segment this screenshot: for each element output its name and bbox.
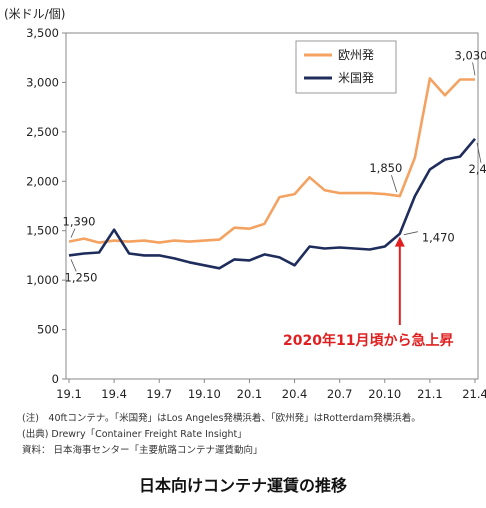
data-label: 1,250 — [65, 270, 98, 284]
annotation: 2020年11月頃から急上昇 — [283, 236, 453, 349]
data-label-leader — [70, 228, 76, 238]
legend-label: 欧州発 — [338, 48, 374, 62]
data-label: 2,430 — [469, 162, 486, 176]
note-line-3: 資料： 日本海事センター「主要航路コンテナ運賃動向」 — [22, 445, 263, 456]
data-label: 1,470 — [422, 231, 455, 245]
x-tick-label: 19.4 — [101, 387, 127, 400]
y-tick-label: 1,000 — [26, 273, 59, 287]
data-label-leader — [476, 142, 482, 163]
annotation-arrow-head — [394, 236, 405, 247]
data-label: 1,390 — [63, 215, 96, 229]
x-tick-label: 19.1 — [56, 387, 82, 400]
x-axis: 19.1 19.4 19.7 19.10 20.1 20.4 20.7 20.10 21.1 21… — [56, 379, 486, 400]
legend-box — [295, 40, 397, 94]
x-tick-label: 20.1 — [237, 387, 263, 400]
x-tick-label: 21.1 — [417, 387, 443, 400]
y-tick-label: 1,500 — [26, 224, 59, 238]
series-line-us — [68, 137, 476, 270]
data-labels: 1,390 1,250 1,850 1,470 3,030 2,430 — [63, 48, 486, 284]
y-tick-label: 2,500 — [26, 125, 59, 139]
x-tick-label: 20.7 — [327, 387, 353, 400]
data-label: 1,850 — [369, 161, 402, 175]
x-tick-label: 19.7 — [146, 387, 172, 400]
y-unit-label: (米ドル/個) — [4, 7, 65, 21]
plot-area — [65, 32, 479, 380]
y-tick-label: 0 — [52, 372, 59, 386]
chart-caption: 日本向けコンテナ運賃の推移 — [138, 476, 347, 495]
y-tick-label: 500 — [37, 323, 59, 337]
x-tick-label: 20.10 — [368, 387, 401, 400]
data-label-leader — [70, 259, 77, 272]
x-tick-label: 21.4 — [462, 387, 486, 400]
data-label: 3,030 — [455, 48, 486, 62]
data-label-leader — [472, 62, 476, 76]
data-label-leader — [391, 174, 398, 193]
series-line-europe — [68, 77, 475, 244]
y-tick-label: 2,000 — [26, 174, 59, 188]
note-line-1: (注) 40ftコンテナ。「米国発」はLos Angeles発横浜着、「欧州発」… — [22, 413, 421, 424]
y-tick-label: 3,000 — [26, 75, 59, 89]
x-tick-label: 20.4 — [282, 387, 308, 400]
y-axis: 0 500 1,000 1,500 2,000 2,500 3,000 3,500 — [26, 26, 66, 386]
y-tick-label: 3,500 — [26, 26, 59, 40]
legend-label: 米国発 — [338, 71, 374, 85]
x-tick-label: 19.10 — [188, 387, 221, 400]
series-layer — [68, 77, 476, 270]
note-line-2: (出典) Drewry「Container Freight Rate Insig… — [22, 429, 247, 440]
freight-rate-chart: (米ドル/個) 0 500 1,000 1,500 2,000 2,500 3,000 3,5… — [4, 7, 486, 400]
data-label-leader — [403, 231, 418, 236]
annotation-text: 2020年11月頃から急上昇 — [283, 332, 453, 349]
